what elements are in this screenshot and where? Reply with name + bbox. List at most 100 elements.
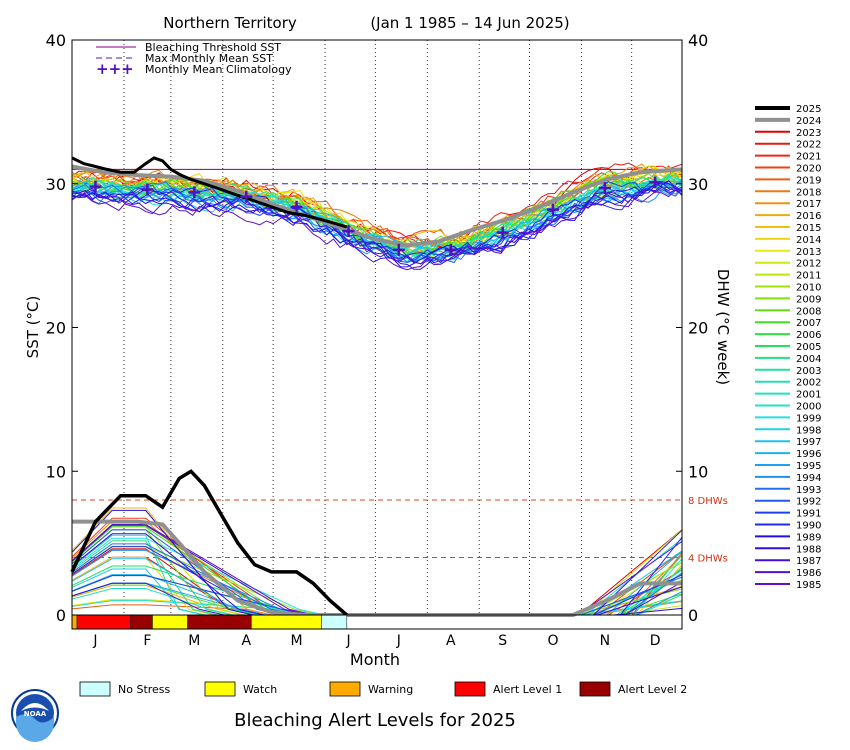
- year-legend-label-1996: 1996: [796, 449, 821, 460]
- year-legend-label-1987: 1987: [796, 556, 821, 567]
- year-legend-label-2001: 2001: [796, 390, 821, 401]
- year-legend-label-2012: 2012: [796, 259, 821, 270]
- y-tick-label-right: 0: [688, 606, 698, 625]
- alert-segment: [76, 614, 131, 630]
- alert-segment: [187, 614, 252, 630]
- month-tick-label: J: [396, 633, 401, 649]
- sst-trace-1993: [71, 180, 683, 265]
- dhw-line-2025: [70, 469, 348, 617]
- month-tick-label: J: [92, 633, 97, 649]
- alert-legend-swatch: [454, 681, 486, 697]
- year-legend-label-1985: 1985: [796, 580, 821, 591]
- dhw-reference-label: 8 DHWs: [688, 496, 728, 507]
- year-legend-label-2011: 2011: [796, 271, 821, 282]
- month-tick-label: O: [547, 633, 558, 649]
- alert-legend-label: Alert Level 1: [493, 683, 562, 696]
- year-legend-label-2004: 2004: [796, 354, 821, 365]
- alert-legend-label: Alert Level 2: [618, 683, 687, 696]
- alert-title: Bleaching Alert Levels for 2025: [234, 710, 516, 731]
- year-legend-label-1990: 1990: [796, 521, 821, 532]
- alert-legend-swatch: [204, 681, 236, 697]
- y-tick-label-left: 10: [46, 462, 66, 481]
- series-layer: [70, 156, 683, 617]
- year-legend-label-2014: 2014: [796, 235, 821, 246]
- year-legend: 2025202420232022202120202019201820172016…: [755, 104, 821, 591]
- year-legend-label-2017: 2017: [796, 199, 821, 210]
- month-tick-label: M: [291, 633, 303, 649]
- year-legend-label-2002: 2002: [796, 378, 821, 389]
- year-legend-label-2023: 2023: [796, 128, 821, 139]
- grid-layer: [123, 40, 633, 615]
- alert-segment: [152, 614, 188, 630]
- axes-layer: 0 0 10 10 20 20 30 30 40 40 J F M A M J J A S O N D: [46, 31, 709, 649]
- x-axis-label: Month: [350, 650, 400, 669]
- month-tick-label: M: [188, 633, 200, 649]
- year-legend-label-2009: 2009: [796, 294, 821, 305]
- y-tick-label-right: 40: [688, 31, 708, 50]
- sst-line-2024: [71, 164, 683, 248]
- year-legend-label-2018: 2018: [796, 187, 821, 198]
- year-legend-label-1993: 1993: [796, 485, 821, 496]
- sst-trace-1986: [71, 185, 683, 265]
- year-legend-label-2007: 2007: [796, 318, 821, 329]
- year-legend-label-1991: 1991: [796, 509, 821, 520]
- year-legend-label-1998: 1998: [796, 425, 821, 436]
- alert-segment: [130, 614, 153, 630]
- year-legend-label-2019: 2019: [796, 175, 821, 186]
- legend-climatology-label: Monthly Mean Climatology: [145, 63, 292, 76]
- y-tick-label-left: 20: [46, 319, 66, 338]
- year-legend-label-2016: 2016: [796, 211, 821, 222]
- alert-segment: [321, 614, 348, 630]
- year-legend-label-2013: 2013: [796, 247, 821, 258]
- alert-legend-label: Watch: [243, 683, 277, 696]
- year-legend-label-2005: 2005: [796, 342, 821, 353]
- year-legend-label-2025: 2025: [796, 104, 821, 115]
- year-legend-label-2010: 2010: [796, 283, 821, 294]
- threshold-layer: 8 DHWs 4 DHWs: [72, 168, 728, 565]
- climatology-layer: [89, 176, 662, 256]
- legend-mmm-label: Max Monthly Mean SST: [145, 52, 273, 65]
- month-tick-label: A: [446, 633, 456, 649]
- year-legend-label-2008: 2008: [796, 306, 821, 317]
- dhw-reference-label: 4 DHWs: [688, 554, 728, 565]
- legend-climatology-swatch: +++: [96, 60, 134, 78]
- dhw-trace-2000: [71, 538, 683, 616]
- sst-trace-1989: [71, 180, 683, 268]
- year-legend-label-2000: 2000: [796, 402, 821, 413]
- year-legend-label-2024: 2024: [796, 116, 821, 127]
- noaa-logo: NOAA: [11, 689, 59, 742]
- month-tick-label: A: [241, 633, 251, 649]
- alert-bar-layer: [71, 614, 348, 630]
- y-tick-label-right: 20: [688, 319, 708, 338]
- chart-title: Northern Territory: [163, 14, 297, 32]
- alert-frame: [71, 614, 683, 630]
- historical-years-layer: [71, 162, 683, 616]
- year-legend-label-1989: 1989: [796, 532, 821, 543]
- year-legend-label-2006: 2006: [796, 330, 821, 341]
- y-axis-left-label: SST (°C): [24, 296, 42, 359]
- alert-legend-swatch: [329, 681, 361, 697]
- y-tick-label-right: 30: [688, 175, 708, 194]
- year-legend-label-1995: 1995: [796, 461, 821, 472]
- sst-trace-1992: [71, 184, 683, 264]
- chart-date-range: (Jan 1 1985 – 14 Jun 2025): [370, 14, 569, 32]
- line-legend: Bleaching Threshold SST Max Monthly Mean…: [96, 41, 292, 78]
- month-tick-label: S: [498, 633, 507, 649]
- year-legend-label-2003: 2003: [796, 366, 821, 377]
- noaa-logo-bird: [21, 703, 49, 711]
- sst-trace-1985: [71, 189, 683, 271]
- noaa-logo-wave: [16, 714, 54, 742]
- y-tick-label-left: 30: [46, 175, 66, 194]
- year-legend-label-1992: 1992: [796, 497, 821, 508]
- legend-threshold-label: Bleaching Threshold SST: [145, 41, 281, 54]
- year-legend-label-2022: 2022: [796, 140, 821, 151]
- month-tick-label: J: [345, 633, 350, 649]
- year-legend-label-1994: 1994: [796, 473, 821, 484]
- y-tick-label-right: 10: [688, 462, 708, 481]
- sst-trace-1988: [71, 181, 683, 270]
- year-legend-label-1999: 1999: [796, 413, 821, 424]
- year-legend-label-1988: 1988: [796, 544, 821, 555]
- y-tick-label-left: 40: [46, 31, 66, 50]
- noaa-logo-text: NOAA: [24, 710, 47, 718]
- alert-legend: No Stress Watch Warning Alert Level 1 Alert …: [79, 681, 687, 697]
